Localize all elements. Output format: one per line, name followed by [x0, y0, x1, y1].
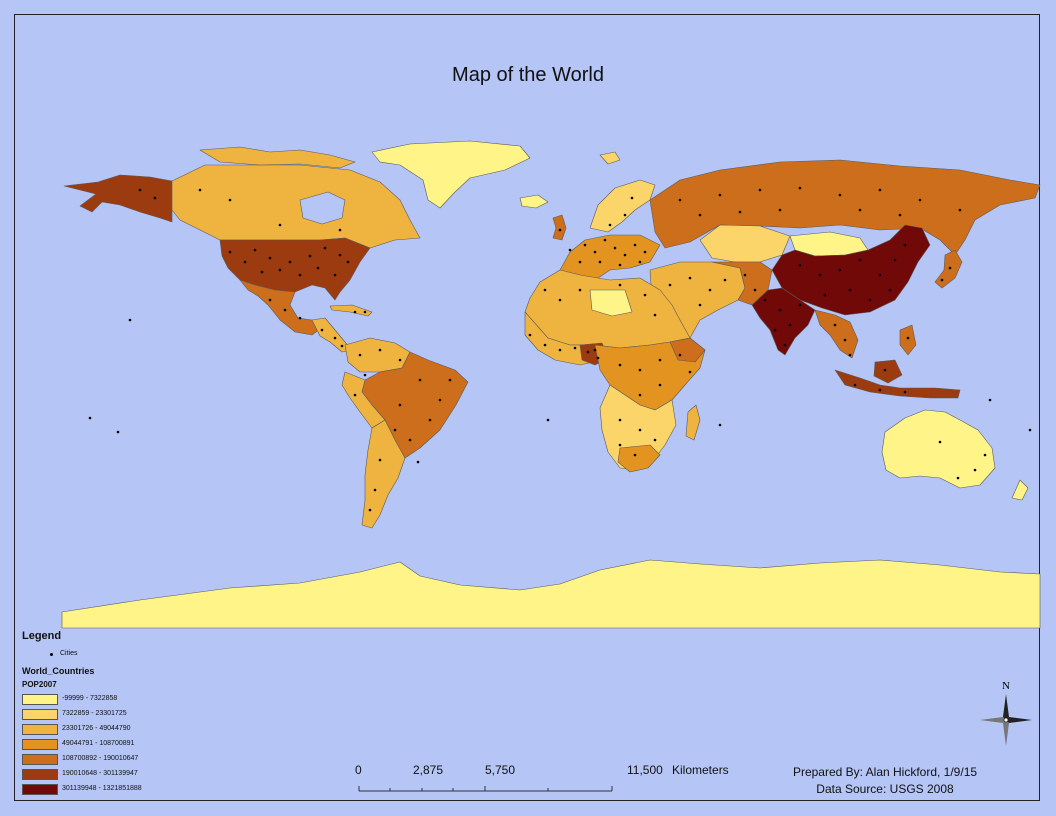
scale-bar: 0 2,875 5,750 11,500 Kilometers	[355, 763, 755, 799]
country-new-zealand	[1011, 479, 1029, 501]
legend-swatch	[22, 694, 58, 705]
north-letter: N	[1002, 680, 1010, 692]
country-uk	[552, 214, 567, 241]
legend-swatch	[22, 724, 58, 735]
region-arctic-islands	[199, 146, 356, 169]
scale-unit: Kilometers	[672, 763, 729, 777]
region-western-europe	[559, 234, 661, 281]
legend-class-label: 108700892 - 190010647	[62, 755, 139, 762]
scale-label-1: 2,875	[413, 763, 444, 777]
country-japan	[934, 249, 963, 289]
country-south-africa	[617, 444, 661, 473]
map-credits: Prepared By: Alan Hickford, 1/9/15 Data …	[760, 764, 1010, 798]
legend-class-label: 190010648 - 301139947	[62, 770, 138, 777]
region-scandinavia	[589, 179, 656, 233]
data-source-text: Data Source: USGS 2008	[816, 782, 954, 796]
compass-star-icon	[980, 694, 1032, 746]
city-dots-layer	[88, 186, 1032, 512]
layer-name: World_Countries	[22, 666, 95, 676]
country-philippines	[899, 324, 917, 356]
map-frame-border	[14, 14, 1040, 801]
region-northern-south-america	[344, 337, 411, 373]
island-borneo	[873, 359, 903, 384]
legend-swatch	[22, 769, 58, 780]
country-canada	[171, 164, 421, 249]
scale-label-2: 5,750	[485, 763, 516, 777]
region-southeast-asia	[814, 309, 859, 359]
north-arrow-icon: N	[978, 680, 1034, 748]
prepared-by-text: Prepared By: Alan Hickford, 1/9/15	[792, 765, 978, 779]
country-australia	[881, 409, 996, 489]
water-hudson-bay	[299, 191, 346, 225]
region-southern-cone	[361, 419, 406, 529]
legend-class-label: 301139948 - 1321851888	[62, 785, 142, 792]
legend-swatch	[22, 709, 58, 720]
country-kazakhstan	[699, 224, 791, 263]
scale-label-0: 0	[355, 763, 362, 777]
legend-class-label: -99999 - 7322858	[62, 695, 118, 702]
legend-class-label: 23301726 - 49044790	[62, 725, 131, 732]
legend-swatch	[22, 739, 58, 750]
legend-title: Legend	[22, 630, 62, 642]
cities-label: Cities	[60, 650, 78, 657]
island-svalbard	[599, 151, 621, 165]
country-indonesia	[834, 369, 961, 399]
field-name: POP2007	[22, 680, 57, 689]
country-iceland	[519, 194, 549, 209]
legend-swatch	[22, 754, 58, 765]
region-sahara	[589, 289, 633, 317]
map-title: Map of the World	[452, 64, 604, 86]
legend-swatch	[22, 784, 58, 795]
cities-symbol	[50, 653, 53, 656]
country-usa	[219, 237, 371, 301]
country-madagascar	[685, 404, 701, 441]
scalebar-graphic	[358, 786, 613, 792]
country-greenland	[371, 140, 531, 209]
legend-class-label: 7322859 - 23301725	[62, 710, 127, 717]
country-usa-alaska	[63, 174, 173, 223]
region-caribbean	[329, 304, 373, 317]
scale-label-3: 11,500	[627, 763, 663, 777]
country-ethiopia	[669, 337, 706, 363]
country-antarctica	[61, 559, 1041, 629]
legend-class-label: 49044791 - 108700891	[62, 740, 135, 747]
